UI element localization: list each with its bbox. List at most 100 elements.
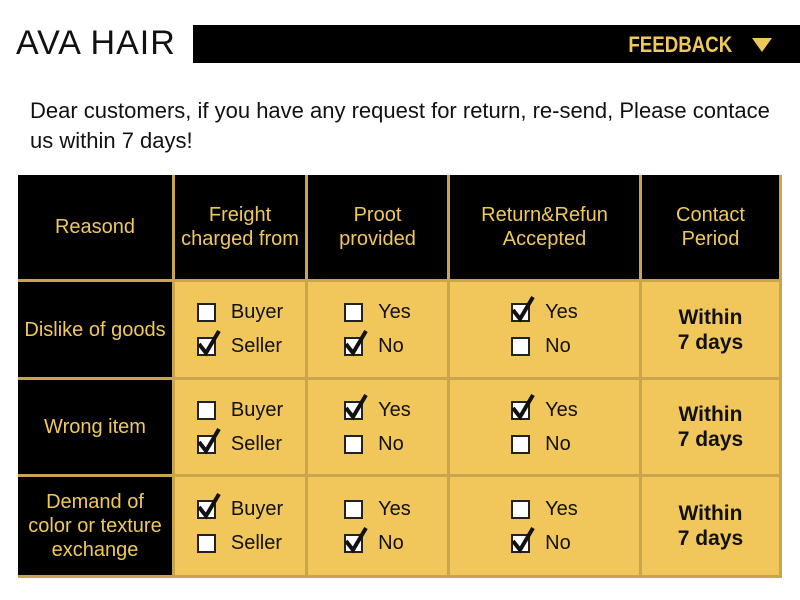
option: Yes: [511, 393, 578, 421]
option: No: [344, 432, 404, 455]
checkbox: [511, 393, 535, 421]
option: Yes: [511, 497, 578, 520]
reason-cell: Dislike of goods: [18, 282, 175, 380]
header-cell: Return&Refun Accepted: [450, 175, 642, 282]
option-cell: Buyer Seller: [175, 477, 308, 578]
option-cell: Yes No: [308, 380, 450, 477]
option-label: Buyer: [230, 301, 284, 323]
checkbox: [344, 526, 368, 554]
checkbox: [344, 393, 368, 421]
checkbox: [196, 329, 221, 357]
option-group: Yes No: [344, 498, 411, 554]
check-path: [197, 329, 221, 357]
option: No: [511, 432, 571, 455]
option: Seller: [196, 427, 282, 455]
option-label: No: [378, 432, 404, 455]
option-label: Seller: [230, 335, 283, 357]
option-group: Yes No: [344, 301, 411, 357]
header-cell: Proot provided: [308, 175, 450, 282]
checkbox: [196, 400, 216, 420]
checkmark: [197, 492, 221, 520]
option-label: No: [378, 335, 404, 357]
option-cell: Yes No: [450, 477, 642, 578]
option: No: [344, 329, 404, 357]
option-group: Buyer Seller: [196, 398, 284, 455]
period-cell: Within 7 days: [642, 380, 782, 477]
option-cell: Yes No: [450, 282, 642, 380]
checkmark: [344, 393, 368, 421]
checkbox: [344, 303, 364, 322]
feedback-tab[interactable]: FEEDBACK: [628, 32, 732, 57]
option: Yes: [344, 301, 411, 323]
option-group: Buyer Seller: [196, 301, 284, 357]
option-label: Yes: [545, 497, 578, 520]
dropdown-arrow[interactable]: [752, 38, 772, 52]
policy-table: Reasond Freight charged from Proot provide…: [18, 175, 782, 578]
option: No: [511, 335, 571, 357]
checkbox: [196, 303, 216, 322]
option-label: No: [378, 531, 404, 554]
check-path: [511, 295, 535, 323]
checkbox: [344, 329, 368, 357]
option-label: Seller: [230, 531, 283, 554]
header-cell: Freight charged from: [175, 175, 308, 282]
option-cell: Buyer Seller: [175, 282, 308, 380]
period-text: Within 7 days: [677, 305, 744, 354]
option-label: Yes: [545, 398, 578, 421]
option-label: Buyer: [230, 497, 284, 520]
option-label: Buyer: [230, 398, 284, 421]
option-label: Yes: [378, 398, 411, 421]
option-label: No: [545, 432, 571, 455]
checkbox: [344, 499, 364, 519]
checkbox: [511, 499, 531, 519]
option-group: Yes No: [511, 295, 578, 357]
option-label: No: [545, 335, 571, 357]
option-label: No: [545, 531, 571, 554]
checkbox: [196, 533, 216, 553]
checkmark: [197, 329, 221, 357]
option: Yes: [511, 295, 578, 323]
checkmark: [511, 295, 535, 323]
period-text: Within 7 days: [677, 403, 744, 451]
option-group: Yes No: [511, 393, 578, 455]
brand: AVA HAIR: [16, 24, 176, 62]
checkbox: [196, 492, 221, 520]
option-cell: Yes No: [308, 282, 450, 380]
option-label: Yes: [545, 301, 578, 323]
checkmark: [197, 427, 221, 455]
check-path: [197, 492, 221, 520]
checkmark: [344, 329, 368, 357]
header-cell: Reasond: [18, 175, 175, 282]
option-group: Yes No: [511, 497, 578, 554]
reason-cell: Wrong item: [18, 380, 175, 477]
checkbox: [196, 427, 221, 455]
option-cell: Yes No: [308, 477, 450, 578]
option: Seller: [196, 329, 283, 357]
option: Seller: [196, 531, 283, 554]
option-cell: Yes No: [450, 380, 642, 477]
option: No: [511, 526, 571, 554]
option: No: [344, 526, 404, 554]
check-path: [344, 393, 368, 421]
checkbox: [511, 434, 531, 454]
check-path: [344, 329, 368, 357]
check-path: [511, 526, 535, 554]
option: Buyer: [196, 301, 284, 323]
option-group: Buyer Seller: [196, 492, 284, 554]
period-cell: Within 7 days: [642, 477, 782, 578]
top-bar: FEEDBACK: [193, 25, 800, 63]
option-cell: Buyer Seller: [175, 380, 308, 477]
period-text: Within 7 days: [677, 502, 744, 550]
checkbox: [344, 434, 364, 454]
notice: Dear customers, if you have any request …: [30, 98, 770, 153]
option-label: Yes: [378, 301, 411, 323]
checkbox: [511, 526, 535, 554]
check-path: [511, 393, 535, 421]
reason-cell: Demand of color or texture exchange: [18, 477, 175, 578]
checkbox: [511, 337, 531, 356]
check-path: [344, 526, 368, 554]
check-path: [197, 427, 221, 455]
checkmark: [511, 526, 535, 554]
checkbox: [511, 295, 535, 323]
option: Buyer: [196, 398, 284, 421]
